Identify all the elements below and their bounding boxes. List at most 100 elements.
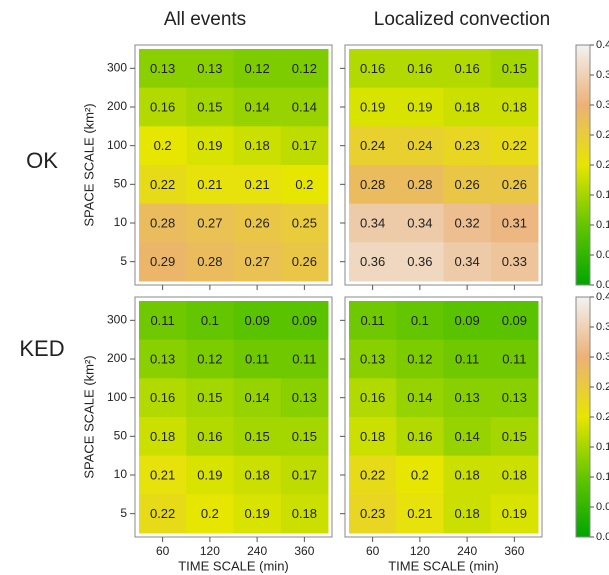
cell-label: 0.22 (150, 177, 175, 192)
colorbar-tick-label: 0.40 (596, 291, 609, 303)
heatmap-cell (349, 87, 397, 127)
heatmap-cell (349, 165, 397, 205)
heatmap-cell (490, 339, 539, 379)
heatmap-cell (396, 339, 444, 379)
colorbar-tick-label: 0.20 (596, 159, 609, 171)
heatmap-cell (396, 242, 444, 282)
heatmap-cell (396, 455, 444, 495)
cell-label: 0.13 (150, 61, 175, 76)
cell-label: 0.16 (360, 61, 385, 76)
y-axis-label: SPACE SCALE (km²) (81, 103, 96, 226)
cell-label: 0.2 (295, 177, 313, 192)
cell-label: 0.13 (502, 390, 527, 405)
heatmap-cell (490, 301, 539, 341)
heatmap-cell (186, 339, 234, 379)
cell-label: 0.13 (292, 390, 317, 405)
heatmap-cell (443, 339, 492, 379)
cell-label: 0.15 (502, 61, 527, 76)
heatmap-cell (233, 242, 282, 282)
cell-label: 0.11 (245, 351, 269, 366)
heatmap-cell (396, 301, 444, 341)
heatmap-cell (139, 417, 187, 457)
x-axis-label: TIME SCALE (min) (388, 558, 499, 573)
heatmap-cell (186, 455, 234, 495)
heatmap-cell (443, 49, 492, 89)
heatmap-cell (490, 49, 539, 89)
cell-label: 0.14 (292, 99, 317, 114)
y-tick-label: 300 (107, 61, 127, 75)
cell-label: 0.09 (454, 313, 479, 328)
heatmap-cell (139, 455, 187, 495)
cell-label: 0.13 (150, 351, 175, 366)
cell-label: 0.16 (150, 390, 175, 405)
cell-label: 0.18 (454, 506, 479, 521)
cell-label: 0.18 (502, 467, 527, 482)
heatmap-cell (233, 339, 282, 379)
cell-label: 0.1 (411, 313, 429, 328)
colorbar-tick-label: 0.35 (596, 69, 609, 81)
heatmap-cell (490, 242, 539, 282)
heatmap-cell (280, 339, 329, 379)
y-tick-label: 50 (114, 429, 128, 443)
heatmap-cell (443, 126, 492, 166)
heatmap-cell (349, 339, 397, 379)
heatmap-cell (349, 301, 397, 341)
heatmap-cell (443, 165, 492, 205)
cell-label: 0.34 (360, 215, 385, 230)
cell-label: 0.19 (197, 138, 222, 153)
x-tick-label: 60 (156, 544, 170, 558)
y-tick-label: 200 (107, 351, 127, 365)
cell-label: 0.36 (407, 254, 432, 269)
heatmap-cell (490, 494, 539, 534)
colorbar-tick-label: 0.05 (596, 501, 609, 513)
colorbar-tick-label: 0.00 (596, 531, 609, 543)
cell-label: 0.15 (244, 429, 269, 444)
cell-label: 0.17 (292, 467, 317, 482)
cell-label: 0.09 (502, 313, 527, 328)
cell-label: 0.27 (197, 215, 222, 230)
cell-label: 0.16 (197, 429, 222, 444)
heatmap-cell (349, 417, 397, 457)
cell-label: 0.24 (360, 138, 385, 153)
cell-label: 0.18 (244, 138, 269, 153)
colorbar (575, 44, 591, 286)
heatmap-cell (396, 494, 444, 534)
cell-label: 0.14 (454, 429, 479, 444)
heatmap-cell (396, 203, 444, 243)
heatmap-cell (233, 49, 282, 89)
heatmap-cell (280, 417, 329, 457)
cell-label: 0.28 (407, 177, 432, 192)
cell-label: 0.26 (244, 215, 269, 230)
x-tick-label: 120 (200, 544, 220, 558)
panel-frame (344, 296, 543, 538)
cell-label: 0.18 (454, 99, 479, 114)
cell-label: 0.13 (360, 351, 385, 366)
x-tick-label: 360 (504, 544, 524, 558)
x-tick-label: 240 (247, 544, 267, 558)
heatmap-cell (139, 339, 187, 379)
heatmap-cell (280, 165, 329, 205)
colorbar-tick-label: 0.10 (596, 219, 609, 231)
heatmap-cell (233, 165, 282, 205)
cell-label: 0.11 (455, 351, 479, 366)
cell-label: 0.17 (292, 138, 317, 153)
heatmap-cell (349, 378, 397, 418)
cell-label: 0.24 (407, 138, 432, 153)
colorbar-tick-label: 0.05 (596, 249, 609, 261)
cell-label: 0.14 (244, 99, 269, 114)
cell-label: 0.19 (502, 506, 527, 521)
heatmap-cell (139, 301, 187, 341)
heatmap-cell (396, 417, 444, 457)
heatmap-cell (186, 301, 234, 341)
column-title: All events (164, 9, 246, 30)
heatmap-cell (186, 494, 234, 534)
colorbar-tick-label: 0.30 (596, 99, 609, 111)
cell-label: 0.36 (360, 254, 385, 269)
cell-label: 0.12 (197, 351, 222, 366)
cell-label: 0.26 (454, 177, 479, 192)
heatmap-cell (233, 87, 282, 127)
heatmap-cell (233, 126, 282, 166)
cell-label: 0.11 (360, 313, 384, 328)
cell-label: 0.27 (244, 254, 269, 269)
